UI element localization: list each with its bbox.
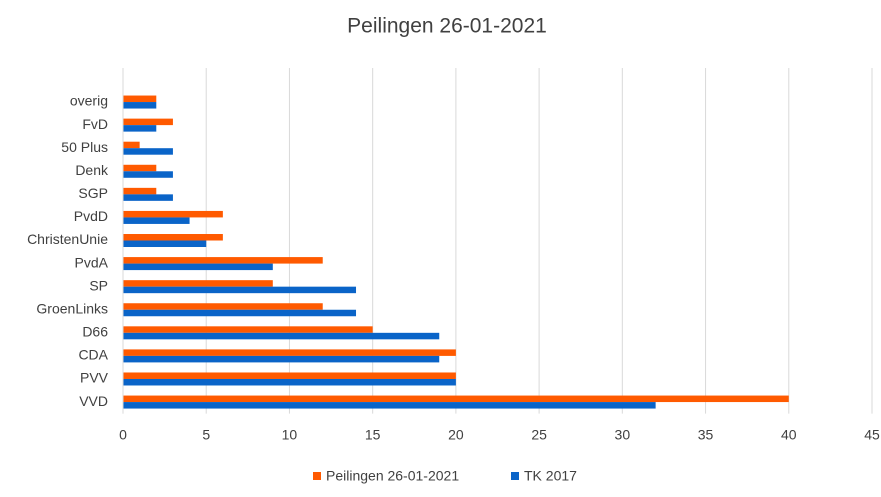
y-tick-label: ChristenUnie (27, 231, 108, 247)
bar (123, 210, 223, 218)
bar (123, 102, 157, 109)
x-tick-label: 5 (202, 427, 210, 443)
bar (123, 217, 190, 224)
y-tick-label: Denk (75, 162, 109, 178)
y-tick-label: 50 Plus (61, 139, 108, 155)
bar (123, 263, 273, 271)
x-tick-label: 25 (531, 427, 547, 443)
bar (123, 402, 656, 409)
y-tick-label: SP (89, 277, 108, 293)
bar (123, 257, 323, 264)
legend-label: TK 2017 (524, 468, 577, 484)
legend-label: Peilingen 26-01-2021 (326, 468, 459, 484)
x-tick-label: 40 (781, 427, 797, 443)
y-tick-label: CDA (78, 347, 108, 363)
chart-title: Peilingen 26-01-2021 (347, 15, 547, 38)
x-tick-label: 0 (119, 427, 127, 443)
bar (123, 187, 157, 195)
bar (123, 378, 456, 386)
bar (123, 395, 789, 403)
bar (123, 349, 456, 356)
bar (123, 234, 223, 241)
y-tick-label: D66 (82, 324, 108, 340)
bar (123, 95, 157, 103)
bar (123, 171, 173, 178)
bar (123, 372, 456, 379)
bar (123, 355, 440, 363)
bar (123, 286, 357, 294)
bar (123, 240, 207, 248)
y-tick-label: PvdD (74, 208, 108, 224)
bar (123, 141, 140, 149)
bar (123, 332, 440, 340)
x-tick-label: 45 (864, 427, 880, 443)
bar (123, 194, 173, 201)
x-tick-label: 35 (698, 427, 714, 443)
x-tick-label: 10 (282, 427, 298, 443)
bar (123, 309, 357, 317)
y-tick-label: GroenLinks (36, 300, 108, 316)
legend-swatch (511, 472, 519, 480)
x-tick-label: 15 (365, 427, 381, 443)
bar (123, 280, 273, 287)
y-tick-label: SGP (78, 185, 108, 201)
legend-swatch (313, 472, 321, 480)
bar (123, 125, 157, 132)
y-tick-label: overig (70, 93, 108, 109)
y-tick-label: FvD (82, 116, 108, 132)
bar (123, 303, 323, 310)
bar (123, 118, 173, 126)
y-tick-label: PvdA (75, 254, 109, 270)
bar (123, 148, 173, 155)
x-tick-label: 30 (615, 427, 631, 443)
bar (123, 164, 157, 172)
bar (123, 326, 373, 333)
y-tick-label: VVD (79, 393, 108, 409)
y-tick-label: PVV (80, 370, 109, 386)
x-tick-label: 20 (448, 427, 464, 443)
